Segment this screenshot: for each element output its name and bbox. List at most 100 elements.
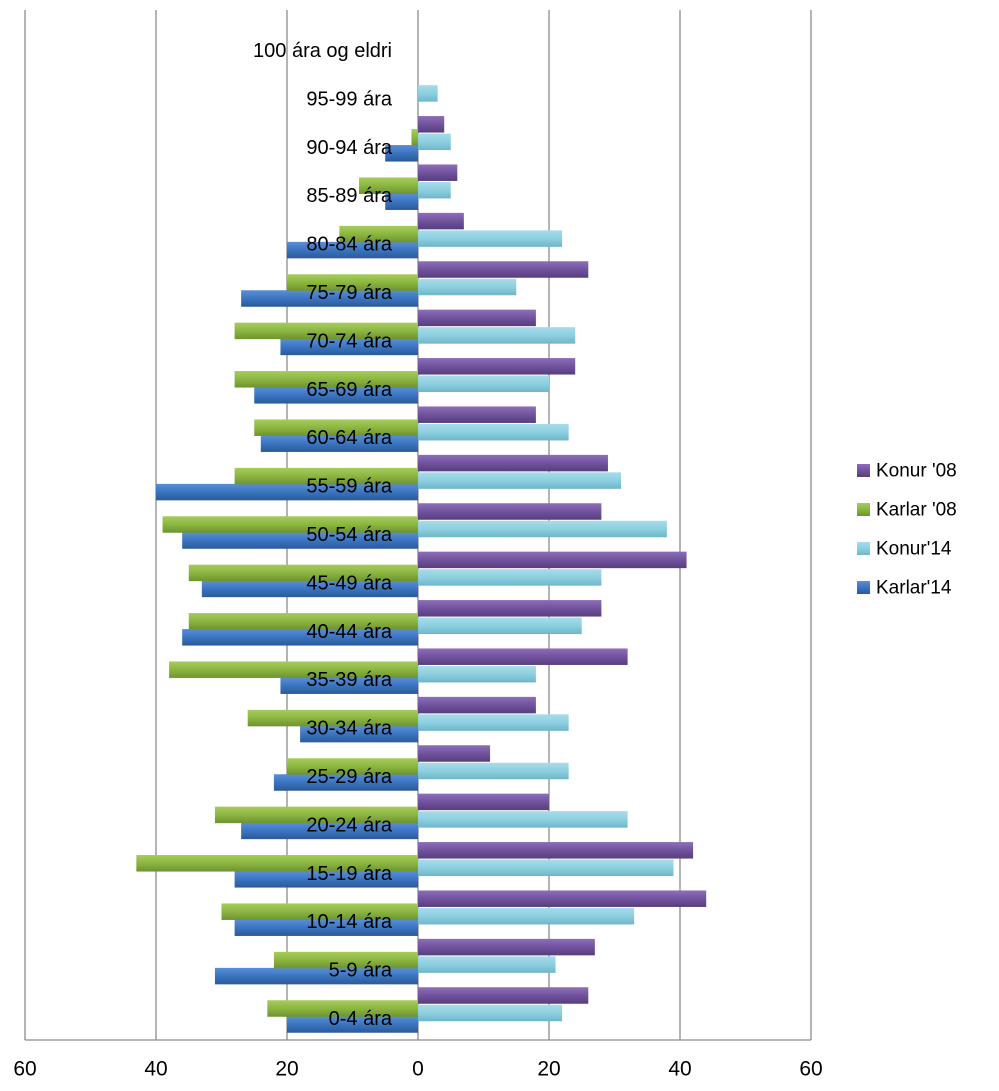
- bar-karlar-08-8: [188, 613, 418, 630]
- bar-karlar-08-13: [234, 371, 418, 388]
- bar-karlar-14-6: [300, 725, 418, 743]
- category-label-10: 50-54 ára: [306, 524, 392, 546]
- bar-karlar-08-3: [136, 855, 418, 872]
- category-label-17: 85-89 ára: [306, 185, 392, 207]
- category-label-13: 65-69 ára: [306, 379, 392, 401]
- bars: [136, 85, 707, 1033]
- category-label-9: 45-49 ára: [306, 572, 392, 594]
- x-tick-label-5: 40: [668, 1058, 691, 1081]
- bar-karlar-14-16: [287, 241, 418, 259]
- category-label-8: 40-44 ára: [306, 621, 392, 643]
- bar-konur-08-16: [418, 212, 464, 230]
- bar-konur-14-11: [418, 472, 622, 489]
- bar-konur-08-15: [418, 261, 589, 278]
- bar-karlar-08-2: [221, 903, 418, 920]
- bar-konur-08-12: [418, 406, 536, 423]
- bar-karlar-08-10: [162, 516, 418, 533]
- legend-swatch-2: [857, 542, 870, 555]
- bar-konur-08-11: [418, 454, 608, 472]
- bar-karlar-08-6: [247, 709, 418, 727]
- category-label-14: 70-74 ára: [306, 330, 392, 352]
- bar-karlar-08-1: [273, 951, 418, 969]
- bar-konur-14-19: [418, 85, 438, 102]
- bar-konur-08-17: [418, 164, 458, 181]
- bar-konur-08-9: [418, 551, 687, 569]
- bar-karlar-08-11: [234, 467, 418, 485]
- bar-konur-14-4: [418, 811, 628, 828]
- bar-karlar-08-7: [169, 661, 418, 678]
- legend-label-0: Konur '08: [876, 461, 957, 482]
- bar-karlar-08-15: [287, 274, 418, 291]
- legend-swatch-0: [857, 464, 870, 477]
- bar-karlar-08-14: [234, 322, 418, 340]
- legend-swatch-1: [857, 503, 870, 516]
- bar-karlar-08-9: [188, 564, 418, 582]
- bar-karlar-08-16: [339, 225, 418, 243]
- bar-konur-14-16: [418, 230, 563, 247]
- x-tick-label-4: 20: [537, 1058, 560, 1081]
- bar-karlar-14-11: [156, 483, 418, 501]
- category-label-12: 60-64 ára: [306, 427, 392, 449]
- bar-karlar-14-7: [280, 677, 418, 694]
- bar-konur-14-12: [418, 423, 569, 441]
- bar-karlar-14-9: [201, 580, 418, 598]
- bar-konur-14-9: [418, 569, 602, 586]
- bar-konur-14-17: [418, 181, 451, 199]
- bar-karlar-14-1: [214, 967, 418, 985]
- bar-konur-08-5: [418, 745, 491, 762]
- bar-karlar-14-18: [385, 145, 418, 162]
- x-tick-label-3: 0: [412, 1058, 424, 1081]
- bar-konur-08-13: [418, 358, 576, 375]
- legend-label-1: Karlar '08: [876, 500, 957, 521]
- bar-karlar-14-2: [234, 919, 418, 936]
- bar-karlar-08-5: [287, 758, 418, 775]
- bar-konur-08-18: [418, 116, 445, 133]
- bar-konur-08-10: [418, 503, 602, 520]
- category-label-15: 75-79 ára: [306, 282, 392, 304]
- category-label-4: 20-24 ára: [306, 814, 392, 836]
- x-tick-label-0: 60: [13, 1058, 36, 1081]
- bar-konur-14-7: [418, 665, 536, 683]
- category-label-6: 30-34 ára: [306, 718, 392, 740]
- category-labels: 0-4 ára 5-9 ára 10-14 ára 15-19 ára 20-24 ár…: [253, 40, 393, 1030]
- x-tick-label-2: 20: [275, 1058, 298, 1081]
- bar-konur-14-18: [418, 133, 451, 151]
- category-label-2: 10-14 ára: [306, 911, 392, 933]
- bar-konur-14-6: [418, 714, 569, 731]
- category-label-16: 80-84 ára: [306, 234, 392, 256]
- category-label-1: 5-9 ára: [329, 960, 393, 982]
- bar-konur-14-3: [418, 859, 674, 877]
- x-tick-label-1: 40: [144, 1058, 167, 1081]
- bar-konur-08-14: [418, 309, 536, 327]
- bar-karlar-14-10: [182, 532, 418, 549]
- bar-konur-14-10: [418, 520, 667, 538]
- category-label-19: 95-99 ára: [306, 88, 392, 110]
- bar-konur-08-8: [418, 600, 602, 617]
- bar-karlar-08-0: [267, 1000, 418, 1017]
- bar-konur-08-0: [418, 987, 589, 1004]
- bar-konur-08-7: [418, 648, 628, 665]
- bar-konur-08-1: [418, 938, 595, 956]
- legend-label-2: Konur'14: [876, 539, 952, 560]
- bar-konur-14-2: [418, 907, 635, 925]
- bar-konur-14-1: [418, 956, 556, 973]
- bar-konur-08-3: [418, 842, 694, 859]
- bar-karlar-14-15: [241, 290, 418, 307]
- x-tick-label-6: 60: [799, 1058, 822, 1081]
- category-label-5: 25-29 ára: [306, 766, 392, 788]
- bar-karlar-14-0: [287, 1016, 418, 1033]
- category-label-18: 90-94 ára: [306, 137, 392, 159]
- bar-karlar-08-4: [214, 806, 418, 824]
- bar-konur-08-6: [418, 696, 536, 714]
- bar-karlar-14-4: [241, 822, 418, 840]
- bar-konur-14-13: [418, 375, 549, 393]
- bar-karlar-14-8: [182, 629, 418, 646]
- bar-karlar-08-17: [359, 177, 418, 194]
- bar-konur-14-5: [418, 762, 569, 780]
- category-label-20: 100 ára og eldri: [253, 40, 392, 62]
- bar-karlar-14-3: [234, 871, 418, 888]
- bar-karlar-08-12: [254, 419, 418, 436]
- legend-swatch-3: [857, 581, 870, 594]
